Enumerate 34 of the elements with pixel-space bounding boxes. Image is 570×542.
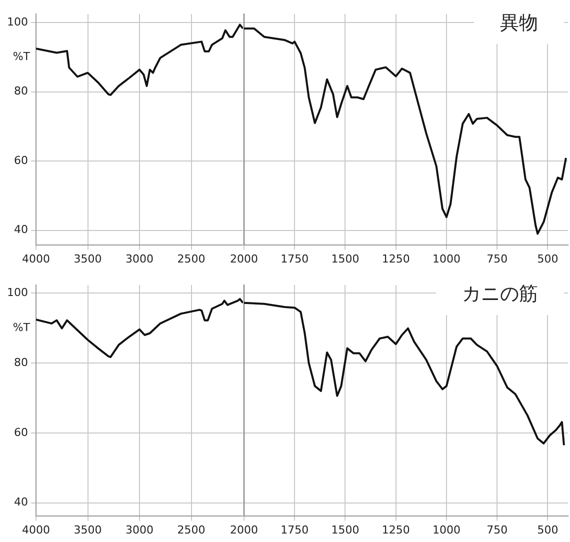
x-tick-label: 1750: [280, 252, 309, 266]
x-tick-label: 1250: [382, 523, 410, 536]
x-tick-label: 4000: [22, 523, 50, 536]
x-tick-label: 1750: [280, 523, 309, 536]
x-tick-label: 2500: [177, 523, 206, 536]
chart-title: カニの筋: [436, 273, 564, 315]
x-tick-label: 2000: [230, 252, 258, 266]
x-tick-label: 500: [537, 523, 558, 536]
x-tick-label: 1000: [432, 523, 460, 536]
y-tick-label: 80: [14, 356, 28, 369]
y-tick-label: 100: [7, 286, 28, 299]
x-tick-label: 3000: [126, 523, 154, 536]
y-tick-label: 80: [14, 84, 28, 98]
x-tick-label: 1000: [432, 252, 460, 266]
y-tick-label: 40: [14, 496, 28, 509]
y-axis-title: %T: [12, 50, 30, 64]
y-axis-title: %T: [12, 320, 30, 334]
chart-title: 異物: [474, 2, 564, 44]
x-tick-label: 3500: [74, 523, 102, 536]
x-tick-label: 2500: [177, 252, 206, 266]
y-tick-label: 100: [7, 16, 28, 29]
x-tick-label: 1500: [331, 523, 360, 536]
x-tick-label: 750: [486, 523, 508, 536]
x-tick-label: 2000: [230, 523, 258, 536]
x-tick-label: 1250: [382, 252, 410, 266]
x-tick-label: 4000: [22, 252, 50, 266]
x-tick-label: 750: [486, 252, 508, 266]
y-tick-label: 60: [14, 154, 28, 167]
y-tick-label: 40: [14, 223, 28, 236]
x-tick-label: 3500: [74, 252, 102, 266]
x-tick-label: 1500: [331, 252, 360, 266]
x-tick-label: 500: [537, 252, 558, 266]
x-tick-label: 3000: [126, 252, 154, 266]
y-tick-label: 60: [14, 426, 28, 439]
